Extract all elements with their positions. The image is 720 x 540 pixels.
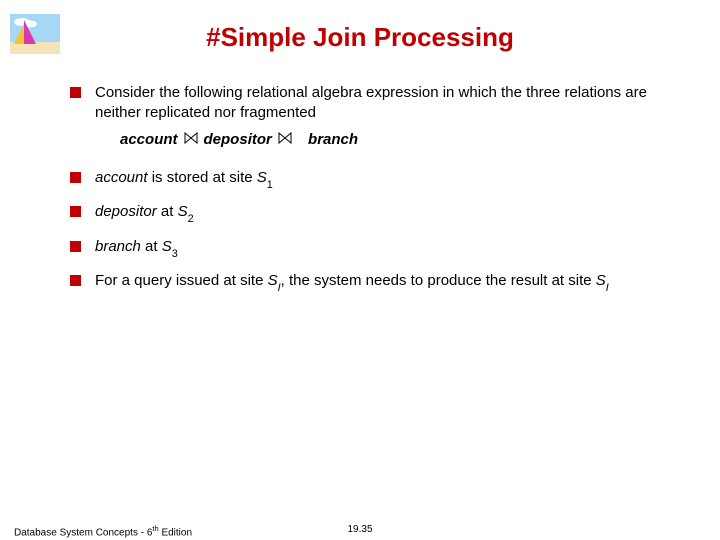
bullet-3-site: S [178, 203, 188, 220]
bullet-2-rel: account [95, 169, 148, 186]
bullet-5-site-1: S [268, 272, 278, 289]
bullet-5-site-2: S [596, 272, 606, 289]
bullet-1: Consider the following relational algebr… [70, 83, 680, 156]
bullet-marker [70, 275, 81, 286]
bullet-3-rel: depositor [95, 203, 157, 220]
logo-image [10, 14, 60, 54]
bullet-4-sub: 3 [172, 248, 178, 260]
slide-title: #Simple Join Processing [0, 0, 720, 83]
bullet-2-site: S [257, 169, 267, 186]
bullet-marker [70, 241, 81, 252]
bullet-marker [70, 206, 81, 217]
bullet-5-text-b: , the system needs to produce the result… [281, 272, 596, 289]
bullet-2-sub: 1 [267, 179, 273, 191]
bullet-2: account is stored at site S1 [70, 168, 680, 191]
algebra-expression: account depositor branch [120, 130, 680, 150]
bullet-4-text: at [141, 238, 162, 255]
expr-rel-3: branch [308, 130, 358, 150]
bullet-5-text-a: For a query issued at site [95, 272, 268, 289]
bullet-5: For a query issued at site SI, the syste… [70, 271, 680, 294]
bullet-4: branch at S3 [70, 237, 680, 260]
expr-rel-1: account [120, 130, 178, 150]
bullet-3: depositor at S2 [70, 202, 680, 225]
bullet-3-text: at [157, 203, 178, 220]
bullet-5-sub-2: I [606, 282, 609, 294]
bullet-marker [70, 87, 81, 98]
slide-content: Consider the following relational algebr… [0, 83, 720, 294]
bullet-4-site: S [162, 238, 172, 255]
footer-book-b: Edition [159, 527, 192, 538]
join-icon [278, 130, 292, 150]
bullet-4-rel: branch [95, 238, 141, 255]
footer-page-number: 19.35 [347, 524, 372, 535]
bullet-1-text: Consider the following relational algebr… [95, 84, 647, 121]
expr-rel-2: depositor [204, 130, 272, 150]
bullet-5-sub-1: I [278, 282, 281, 294]
join-icon [184, 130, 198, 150]
bullet-2-text: is stored at site [148, 169, 257, 186]
bullet-marker [70, 172, 81, 183]
bullet-3-sub: 2 [188, 213, 194, 225]
footer-book-a: Database System Concepts - 6 [14, 527, 152, 538]
footer-left: Database System Concepts - 6th Edition [14, 524, 192, 538]
